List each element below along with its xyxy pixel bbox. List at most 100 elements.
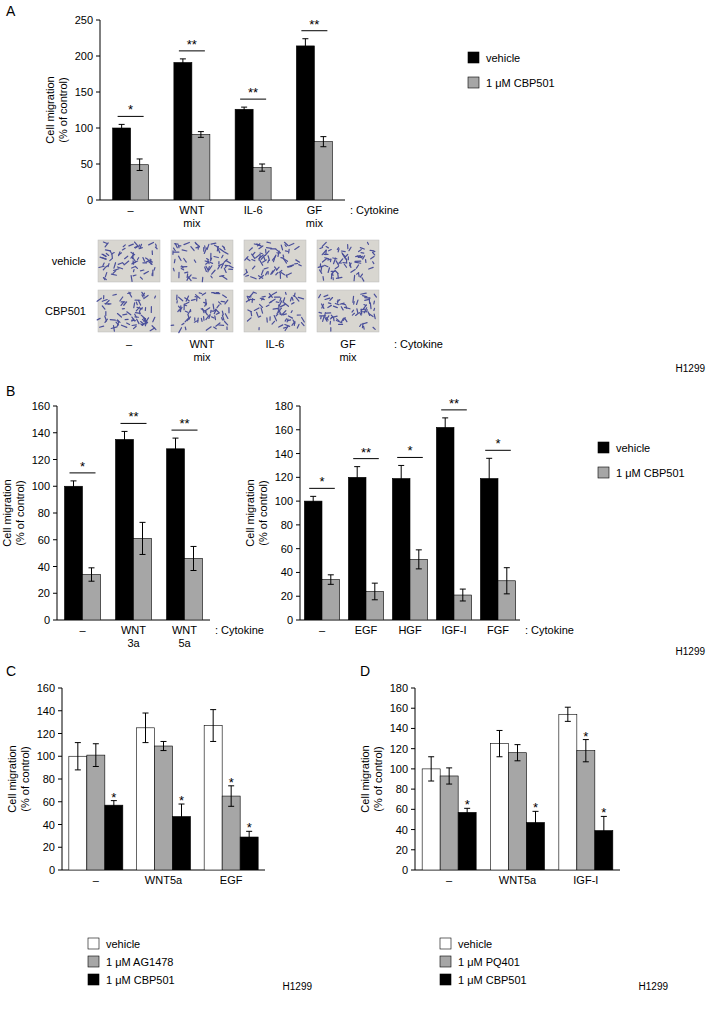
error-cap (497, 730, 503, 731)
cell (253, 252, 255, 255)
cell (322, 258, 326, 262)
cell (273, 308, 278, 310)
cell (269, 317, 270, 320)
error-cap (210, 741, 216, 742)
error-cap (75, 742, 81, 743)
y-tick-label: 100 (390, 763, 408, 775)
y-tick (296, 548, 300, 549)
cell (123, 245, 125, 247)
cell (247, 258, 250, 260)
error-cap (354, 488, 360, 489)
cell (363, 256, 365, 259)
error-stem (175, 438, 176, 459)
y-tick-label: 120 (275, 471, 293, 483)
x-tick-label: FGF (487, 624, 509, 636)
y-tick-label: 40 (38, 561, 50, 573)
bar (105, 805, 123, 870)
bar (422, 769, 440, 870)
cell (250, 312, 252, 316)
cell (103, 278, 104, 280)
error-bar (241, 107, 247, 111)
legend-label: 1 μM PQ401 (458, 956, 520, 968)
significance: * (179, 793, 184, 808)
cell (272, 270, 275, 274)
y-tick-label: 80 (43, 773, 55, 785)
legend-label: vehicle (458, 938, 492, 950)
cell (225, 300, 228, 304)
cell (215, 309, 218, 312)
cell (194, 260, 195, 262)
y-tick-label: 180 (390, 682, 408, 694)
cell (287, 265, 292, 267)
cell (260, 298, 264, 299)
label-line: – (319, 624, 326, 636)
cell (110, 258, 113, 260)
micrograph (98, 240, 160, 282)
cell (108, 264, 110, 267)
y-tick-label: 60 (43, 796, 55, 808)
error-cap (601, 844, 607, 845)
y-tick (411, 708, 415, 709)
chart: 050100150200250Cell migration(% of contr… (6, 3, 705, 374)
bar (559, 714, 577, 870)
cell (131, 255, 134, 258)
cell (258, 328, 259, 330)
cell-line: H1299 (676, 646, 706, 657)
cell (328, 268, 329, 273)
cell (328, 305, 331, 307)
error-stem (77, 743, 78, 770)
cell (184, 259, 187, 263)
significance: * (80, 459, 85, 474)
cell (361, 311, 367, 312)
cell (206, 266, 208, 270)
cell (266, 318, 268, 322)
cell (199, 292, 202, 294)
cell (176, 295, 177, 300)
error-stem (401, 465, 402, 491)
y-tick-label: 0 (44, 614, 50, 626)
error-bar (442, 418, 448, 437)
cell (357, 273, 359, 275)
bar (458, 812, 476, 870)
cell (267, 242, 271, 244)
micrograph-bg (317, 240, 379, 282)
error-stem (121, 124, 122, 131)
cell (180, 306, 181, 312)
cell (214, 316, 216, 320)
cell (259, 276, 263, 279)
y-axis (300, 406, 301, 620)
cell (261, 308, 263, 313)
error-cap (89, 581, 95, 582)
y-tick-label: 20 (43, 841, 55, 853)
error-cap (565, 721, 571, 722)
y-tick-label: 120 (32, 454, 50, 466)
cell (325, 250, 327, 254)
cell (288, 319, 291, 321)
cell (213, 304, 215, 308)
cell (140, 244, 141, 248)
cell (196, 298, 197, 301)
y-tick (53, 459, 57, 460)
bar (577, 751, 595, 870)
error-cap (442, 436, 448, 437)
cell (132, 324, 136, 326)
micrograph-column-label: IL-6 (266, 338, 285, 350)
y-tick (296, 501, 300, 502)
y-tick (411, 809, 415, 810)
error-bar (161, 741, 167, 750)
cell (318, 266, 324, 267)
y-tick-label: 40 (396, 824, 408, 836)
y-tick (96, 20, 100, 21)
cell (276, 249, 281, 253)
cell (291, 311, 293, 313)
cell (219, 302, 221, 304)
cell (224, 248, 225, 250)
error-cap (140, 522, 146, 523)
cell (225, 252, 228, 254)
cell (217, 247, 219, 252)
error-cap (533, 833, 539, 834)
cell (179, 328, 182, 333)
panel-label: B (6, 383, 15, 399)
micrograph (171, 290, 233, 333)
micrograph-bg (171, 240, 233, 282)
